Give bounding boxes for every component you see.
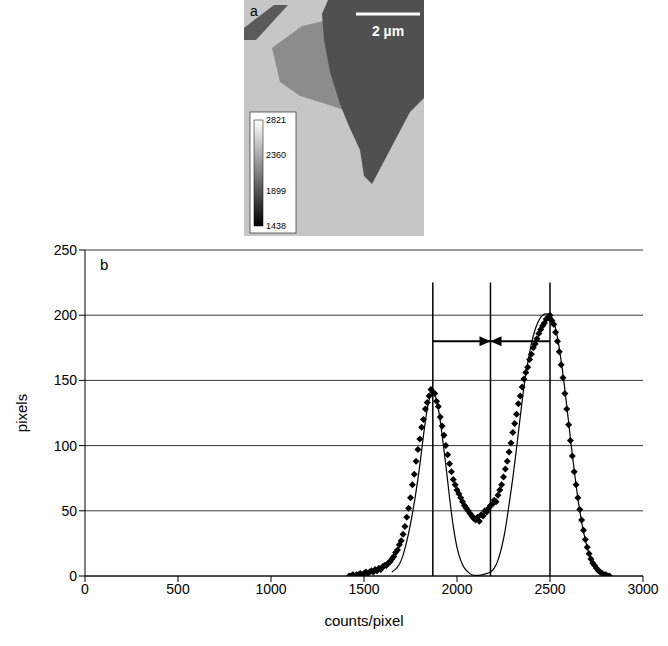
svg-text:0: 0 [81, 581, 89, 597]
svg-text:150: 150 [54, 372, 78, 388]
svg-text:3000: 3000 [627, 581, 658, 597]
svg-text:2360: 2360 [266, 150, 286, 160]
svg-text:1438: 1438 [266, 221, 286, 231]
svg-text:2000: 2000 [441, 581, 472, 597]
svg-text:250: 250 [54, 242, 78, 258]
svg-text:1899: 1899 [266, 186, 286, 196]
svg-text:counts/pixel: counts/pixel [324, 612, 403, 629]
svg-text:pixels: pixels [13, 394, 30, 432]
svg-text:500: 500 [166, 581, 190, 597]
html-text:b: b [100, 256, 109, 273]
svg-text:2821: 2821 [266, 115, 286, 125]
svg-text:1500: 1500 [348, 581, 379, 597]
svg-text:0: 0 [69, 568, 77, 584]
svg-text:2 µm: 2 µm [372, 23, 404, 39]
svg-text:a: a [250, 3, 258, 19]
svg-text:200: 200 [54, 307, 78, 323]
svg-text:100: 100 [54, 438, 78, 454]
svg-text:1000: 1000 [255, 581, 286, 597]
svg-text:50: 50 [61, 503, 77, 519]
svg-text:2500: 2500 [534, 581, 565, 597]
